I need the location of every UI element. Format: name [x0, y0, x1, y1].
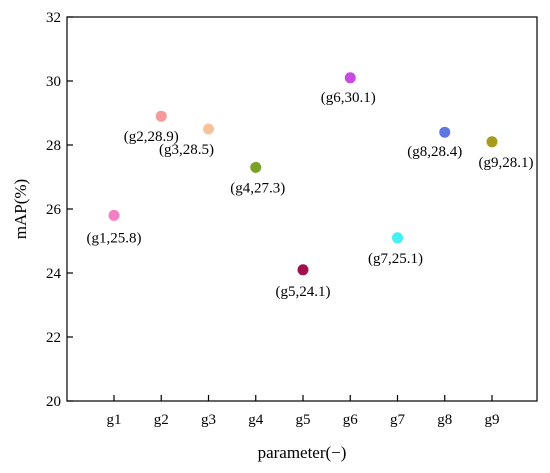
y-tick-label: 22: [46, 330, 61, 346]
data-points: [108, 72, 498, 276]
plot-frame: [66, 16, 538, 402]
x-tick-label: g3: [201, 412, 216, 428]
point-label-g5: (g5,24.1): [276, 284, 331, 300]
x-ticks: g1 g2 g3 g4 g5 g6 g7 g8 g9: [107, 395, 500, 428]
y-tick-label: 24: [46, 266, 62, 282]
x-axis-label: parameter(−): [258, 443, 347, 462]
axes: [66, 16, 538, 402]
x-tick-label: g4: [248, 412, 264, 428]
point-g7: [392, 232, 403, 244]
point-label-g2: (g2,28.9): [124, 129, 179, 145]
point-label-g1: (g1,25.8): [87, 230, 142, 246]
y-tick-label: 32: [46, 10, 61, 26]
x-tick-label: g8: [437, 412, 452, 428]
y-axis-label: mAP(%): [11, 179, 30, 239]
point-g4: [250, 161, 262, 173]
point-g8: [439, 126, 451, 138]
x-tick-label: g9: [485, 412, 500, 428]
y-tick-label: 30: [46, 74, 61, 90]
point-g1: [108, 209, 120, 221]
x-tick-label: g7: [390, 412, 406, 428]
x-tick-label: g1: [107, 412, 122, 428]
y-tick-label: 28: [46, 138, 61, 154]
x-tick-label: g2: [154, 412, 169, 428]
point-label-g6: (g6,30.1): [321, 90, 376, 106]
point-g2: [155, 110, 167, 122]
point-label-g9: (g9,28.1): [479, 155, 534, 171]
point-label-g8: (g8,28.4): [407, 144, 462, 160]
x-tick-label: g6: [343, 412, 359, 428]
y-tick-label: 20: [46, 394, 61, 410]
point-label-g3: (g3,28.5): [159, 142, 214, 158]
point-g5: [297, 264, 309, 276]
point-label-g7: (g7,25.1): [368, 251, 423, 267]
point-g9: [486, 136, 498, 148]
point-label-g4: (g4,27.3): [230, 180, 285, 196]
point-g3: [203, 123, 214, 135]
y-tick-label: 26: [46, 202, 62, 218]
point-g6: [344, 72, 356, 84]
x-tick-label: g5: [296, 412, 311, 428]
y-ticks: 20 22 24 26 28 30 32: [46, 10, 73, 410]
data-labels: (g1,25.8) (g2,28.9)(g3,28.5) (g4,27.3) (g5,…: [87, 90, 534, 300]
